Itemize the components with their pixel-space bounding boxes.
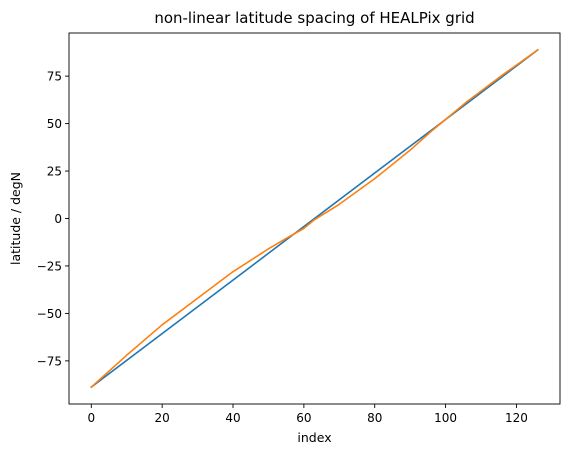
series-line-1 [90, 48, 539, 389]
plot-frame [68, 32, 561, 405]
y-tick-label: 75 [47, 70, 62, 84]
y-axis-label: latitude / degN [8, 172, 23, 265]
x-tick-label: 80 [367, 411, 382, 425]
y-tick-label: −75 [37, 354, 62, 368]
x-tick-label: 100 [434, 411, 457, 425]
series-line-2 [90, 48, 539, 389]
series-lines [90, 48, 539, 389]
x-tick-label: 20 [155, 411, 170, 425]
x-tick-label: 0 [87, 411, 95, 425]
y-tick-label: −25 [37, 259, 62, 273]
axis-ticks: 0 20 40 60 80 100 120 −75 −50 −25 0 25 50 75 [37, 70, 528, 425]
x-tick-label: 120 [505, 411, 528, 425]
y-tick-label: 50 [47, 117, 62, 131]
chart-title: non-linear latitude spacing of HEALPix g… [154, 9, 474, 27]
y-tick-label: 25 [47, 165, 62, 179]
x-tick-label: 40 [225, 411, 240, 425]
y-tick-label: −50 [37, 307, 62, 321]
x-axis-label: index [297, 430, 331, 445]
y-tick-label: 0 [54, 212, 62, 226]
x-tick-label: 60 [296, 411, 311, 425]
